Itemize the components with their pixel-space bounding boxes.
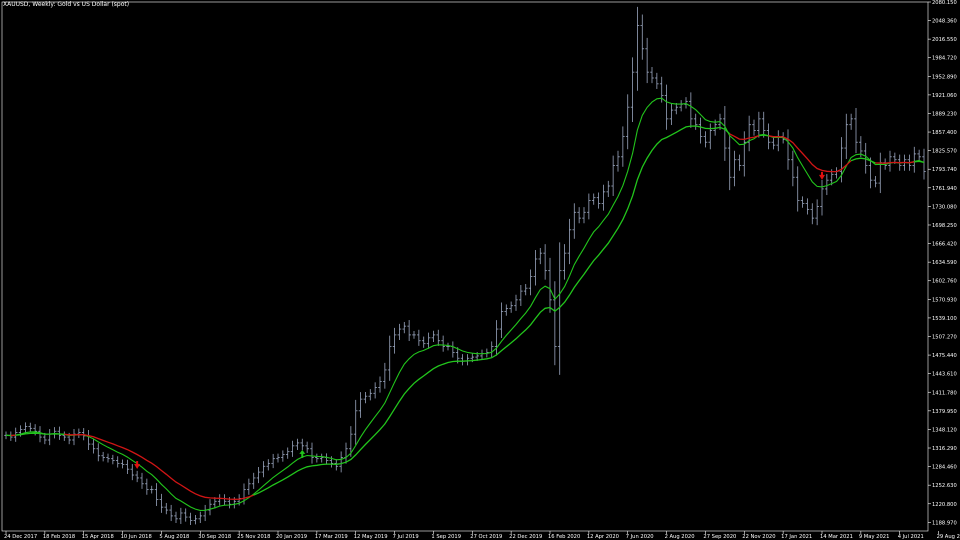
x-tick-label: 30 Sep 2018 [198,534,231,540]
x-tick-label: 17 Jan 2021 [781,534,812,540]
y-tick-label: 1570.930 [932,297,957,303]
y-tick-label: 1316.290 [932,446,957,452]
y-tick-label: 1634.590 [932,260,957,266]
y-tick-label: 1952.890 [932,74,957,80]
x-tick-label: 16 Feb 2020 [548,534,580,540]
y-tick-label: 2048.360 [932,19,957,25]
y-tick-label: 1698.250 [932,223,957,229]
y-tick-label: 1507.270 [932,334,957,340]
x-tick-label: 22 Dec 2019 [509,534,542,540]
slow-ma-down [729,133,760,141]
x-tick-label: 5 Aug 2018 [159,534,189,540]
y-tick-label: 1411.780 [932,390,957,396]
y-tick-label: 2080.150 [932,0,957,6]
y-tick-label: 1825.570 [932,149,957,155]
buy-arrow-icon [299,449,306,458]
y-tick-label: 1475.440 [932,353,957,359]
y-tick-label: 1793.740 [932,167,957,173]
y-tick-label: 1443.610 [932,372,957,378]
x-tick-label: 12 Apr 2020 [587,534,619,540]
y-tick-label: 1730.080 [932,204,957,210]
y-tick-label: 1857.400 [932,130,957,136]
x-tick-label: 15 Apr 2018 [82,534,114,540]
slow-ma-down [768,135,852,173]
y-tick-label: 1666.420 [932,242,957,248]
fast-ma-line [5,97,925,511]
y-tick-label: 1348.120 [932,427,957,433]
slow-ma-up [914,160,925,163]
y-tick-label: 1188.970 [932,520,957,526]
x-tick-label: 18 Feb 2018 [43,534,75,540]
plot-frame [1,1,929,532]
x-tick-label: 10 Jun 2018 [121,534,152,540]
x-tick-label: 22 Nov 2020 [742,534,775,540]
x-tick-label: 2 Aug 2020 [665,534,695,540]
slow-ma-down [875,161,915,164]
sell-arrow-icon [819,171,825,180]
x-tick-label: 7 Jun 2020 [626,534,654,540]
x-tick-label: 14 Mar 2021 [820,534,853,540]
slow-ma-up [758,134,769,137]
x-tick-label: 1 Sep 2019 [431,534,461,540]
y-tick-label: 1379.950 [932,409,957,415]
y-tick-label: 1984.720 [932,56,957,62]
y-tick-label: 1889.230 [932,111,957,117]
slow-ma-up [850,157,876,164]
x-tick-label: 20 Jan 2019 [276,534,307,540]
slow-ma-up [15,432,65,436]
x-tick-label: 9 May 2021 [859,534,890,540]
x-tick-label: 27 Sep 2020 [703,534,736,540]
x-tick-label: 7 Jul 2019 [393,534,419,540]
x-tick-label: 25 Nov 2018 [237,534,270,540]
x-tick-label: 17 Mar 2019 [315,534,348,540]
x-tick-label: 24 Dec 2017 [4,534,37,540]
x-tick-label: 4 Jul 2021 [898,534,924,540]
y-tick-label: 1761.940 [932,186,957,192]
y-tick-label: 1284.460 [932,465,957,471]
y-tick-label: 1602.760 [932,279,957,285]
x-tick-label: 27 Oct 2019 [470,534,502,540]
y-tick-label: 1220.800 [932,502,957,508]
x-tick-label: 12 May 2019 [354,534,388,540]
y-tick-label: 2016.550 [932,37,957,43]
chart-title: XAUUSD, Weekly: Gold vs US Dollar (spot) [3,1,130,8]
y-tick-label: 1539.100 [932,316,957,322]
slow-ma-up [253,125,731,496]
y-tick-label: 1921.060 [932,93,957,99]
slow-ma-down [64,433,254,500]
sell-arrow-icon [134,460,141,469]
x-tick-label: 29 Aug 2021 [937,534,960,540]
y-tick-label: 1252.630 [932,483,957,489]
